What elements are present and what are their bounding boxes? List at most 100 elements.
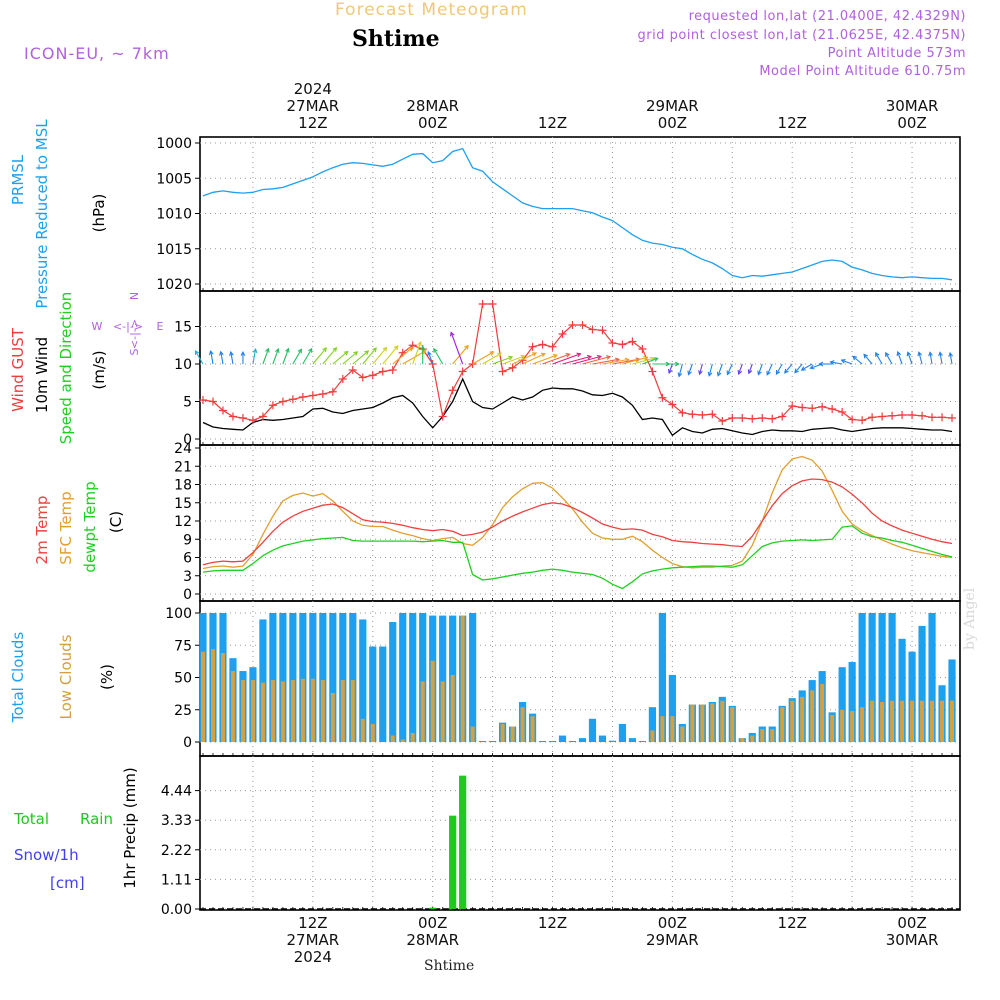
wind-arrow-head	[417, 340, 422, 347]
wind-direction-arrow	[766, 363, 773, 375]
gust-marker	[388, 366, 397, 374]
low-cloud-bar	[460, 615, 465, 742]
wind-arrow-head	[586, 354, 593, 360]
total-cloud-bar	[908, 651, 916, 742]
total-cloud-bar	[538, 741, 547, 742]
temp-2m-line	[202, 478, 953, 566]
wind-arrow-head	[552, 353, 558, 359]
wind-direction-arrow	[918, 352, 923, 365]
wind-arrow-head	[297, 348, 302, 354]
total-cloud-bar	[359, 619, 367, 742]
low-cloud-bar	[500, 723, 505, 742]
panel-frame-temperature	[199, 444, 961, 602]
pressure-unit-label: (hPa)	[90, 194, 108, 233]
y-tick-label-pressure: 1015	[156, 242, 192, 258]
wind-direction-arrow	[532, 354, 558, 365]
total-cloud-bar	[548, 741, 557, 742]
wind-direction-arrow	[472, 351, 494, 365]
y-tick-label-temperature: 24	[174, 441, 192, 457]
wind-arrow-head	[240, 351, 246, 356]
y-tick-label-pressure: 1020	[156, 277, 192, 293]
wind-direction-arrow	[775, 363, 783, 375]
temp-unit-label: (C)	[107, 511, 125, 533]
wind-direction-arrow	[717, 363, 723, 376]
wind-arrow-head	[275, 347, 280, 354]
wind-direction-arrow	[875, 352, 883, 365]
wind-arrow-head	[800, 366, 806, 371]
top-time-label: 00Z	[418, 114, 447, 132]
top-time-label: 30MAR	[886, 97, 939, 115]
y-tick-label-temperature: 9	[183, 532, 192, 548]
total-cloud-bar	[638, 741, 647, 742]
total-cloud-bar	[399, 613, 407, 742]
total-clouds-label: Total Clouds	[9, 632, 27, 724]
total-cloud-bar	[439, 615, 447, 742]
wind-direction-arrow	[512, 352, 537, 365]
wind-direction-arrow	[863, 354, 873, 365]
low-cloud-bar	[260, 682, 265, 742]
gust-marker	[768, 414, 777, 423]
wind-arrow-head	[194, 349, 200, 355]
low-cloud-bar	[720, 700, 725, 742]
wind-direction-arrow	[402, 350, 427, 365]
low-cloud-bar	[850, 711, 855, 742]
total-cloud-bar	[918, 625, 926, 742]
gust-marker	[288, 395, 297, 404]
wind-direction-arrow	[738, 363, 743, 375]
gust-marker	[458, 367, 467, 376]
y-tick-label-wind: 0	[183, 432, 192, 448]
total-cloud-bar	[928, 613, 936, 742]
wind-arrow-head	[596, 354, 603, 360]
total-cloud-bar	[888, 613, 896, 742]
gust-marker	[618, 340, 627, 349]
wind-arrow-head	[809, 364, 815, 370]
bottom-time-label: 29MAR	[646, 931, 699, 949]
y-tick-label-temperature: 15	[174, 496, 192, 512]
total-cloud-bar	[868, 613, 876, 742]
wind-arrow-head	[322, 347, 327, 353]
low-clouds-label: Low Clouds	[57, 634, 75, 719]
low-cloud-bar	[730, 707, 735, 742]
gust-marker	[508, 363, 517, 372]
wind-direction-arrow	[412, 341, 422, 365]
gust-marker	[438, 412, 447, 421]
model-altitude: Model Point Altitude 610.75m	[759, 64, 966, 79]
wind-arrow-head	[677, 372, 683, 378]
wind-direction-arrow	[492, 356, 513, 365]
wind-direction-arrow	[678, 363, 683, 377]
point-altitude: Point Altitude 573m	[827, 46, 966, 61]
wind-arrow-head	[372, 347, 377, 353]
wind-direction-arrow	[392, 347, 413, 365]
precip-snow-label: Snow/1h	[14, 846, 79, 864]
wind-arrow-head	[450, 331, 455, 337]
wind-arrow-head	[605, 355, 612, 360]
wind-arrow-head	[885, 351, 890, 357]
y-tick-label-temperature: 3	[183, 569, 192, 585]
gust-marker	[348, 366, 357, 374]
top-time-label: 28MAR	[406, 97, 459, 115]
gust-marker	[858, 416, 867, 425]
top-time-label: 12Z	[778, 114, 807, 132]
wind-arrow-head	[343, 350, 349, 356]
total-cloud-bar	[319, 613, 327, 742]
wind-direction-arrow	[907, 352, 913, 365]
panel-frame-precip	[199, 755, 961, 911]
chart-title: Forecast Meteogram	[335, 0, 528, 20]
wind-arrow-head	[667, 368, 673, 375]
low-cloud-bar	[810, 690, 815, 742]
wind-arrow-head	[875, 351, 880, 357]
wind-arrow-head	[698, 370, 703, 376]
gust-marker	[718, 417, 727, 425]
gust-marker	[778, 412, 787, 421]
bottom-time-label: 12Z	[778, 914, 807, 932]
gust-marker	[658, 393, 667, 402]
gust-marker	[728, 414, 737, 422]
dewpt-label: dewpt Temp	[81, 481, 99, 572]
wind-direction-arrow	[522, 353, 546, 365]
wind-direction-arrow	[582, 356, 611, 365]
gust-marker	[888, 411, 897, 420]
total-cloud-bar	[858, 613, 866, 742]
wind-direction-arrow	[220, 351, 224, 365]
wind-direction-arrow	[262, 348, 270, 365]
gust-marker	[878, 412, 887, 421]
